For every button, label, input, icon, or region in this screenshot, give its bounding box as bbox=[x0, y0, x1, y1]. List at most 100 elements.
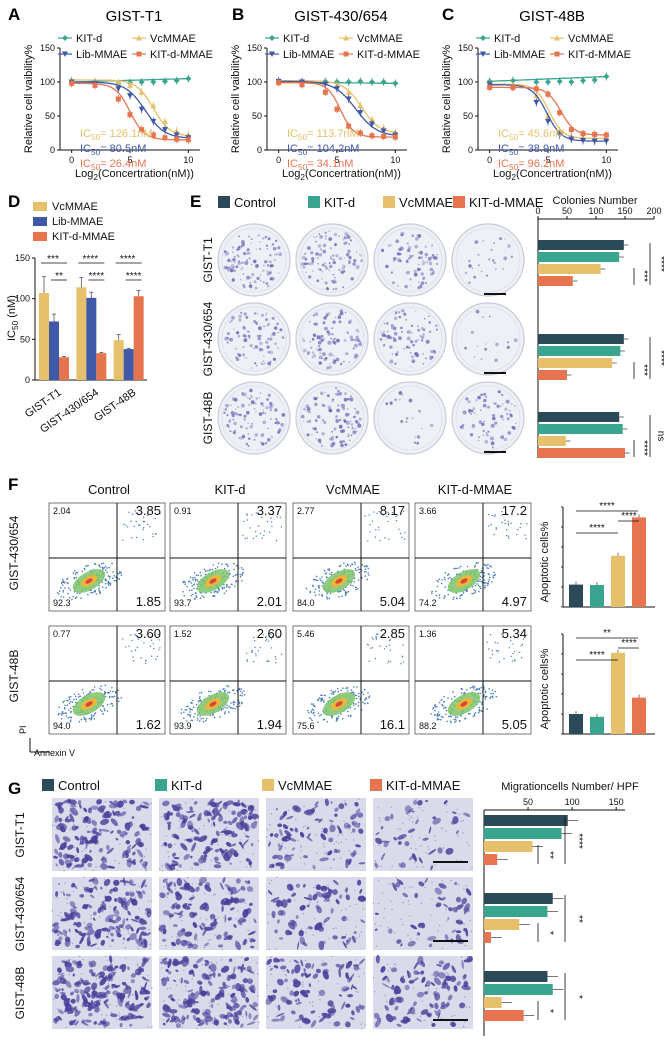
event-dot bbox=[489, 565, 491, 567]
migrated-cell bbox=[121, 981, 127, 986]
event-dot bbox=[221, 587, 224, 590]
event-dot bbox=[200, 700, 202, 702]
legend-label: KIT-d bbox=[76, 33, 102, 45]
colony bbox=[475, 399, 478, 402]
migrated-cell bbox=[161, 977, 167, 987]
membrane-pore bbox=[312, 886, 315, 889]
event-dot bbox=[64, 587, 66, 589]
event-dot bbox=[354, 568, 357, 570]
event-dot bbox=[473, 714, 476, 717]
event-dot bbox=[436, 719, 439, 721]
colony bbox=[254, 345, 259, 349]
colony bbox=[318, 347, 322, 352]
membrane-pore bbox=[77, 947, 80, 949]
colony bbox=[263, 325, 265, 328]
membrane-pore bbox=[327, 898, 329, 901]
membrane-pore bbox=[150, 900, 153, 902]
membrane-pore bbox=[81, 973, 83, 975]
colony bbox=[333, 337, 336, 340]
membrane-pore bbox=[174, 896, 177, 898]
colony bbox=[325, 238, 327, 240]
event-dot bbox=[339, 564, 342, 567]
dish-rim bbox=[299, 385, 365, 451]
migrated-cell bbox=[272, 854, 278, 860]
event-dot bbox=[364, 688, 366, 691]
colony bbox=[432, 272, 435, 275]
colony bbox=[229, 268, 234, 272]
event-dot bbox=[149, 525, 151, 528]
membrane-pore bbox=[136, 963, 139, 965]
membrane-pore bbox=[409, 915, 411, 917]
migrated-cell bbox=[455, 830, 459, 835]
colony bbox=[399, 338, 401, 340]
membrane-pore bbox=[208, 1002, 211, 1004]
event-dot bbox=[364, 515, 366, 517]
event-dot bbox=[476, 688, 479, 691]
data-point bbox=[580, 137, 586, 144]
event-dot bbox=[438, 718, 440, 721]
colony bbox=[271, 316, 275, 320]
membrane-pore bbox=[320, 964, 322, 966]
event-dot bbox=[80, 718, 83, 721]
colony bbox=[313, 427, 317, 431]
event-dot bbox=[154, 517, 157, 520]
migrated-cell bbox=[198, 857, 205, 864]
colony bbox=[332, 322, 334, 324]
event-dot bbox=[213, 590, 216, 593]
event-dot bbox=[434, 704, 437, 706]
membrane-pore bbox=[470, 930, 473, 933]
migrated-cell bbox=[249, 902, 253, 907]
migrated-cell bbox=[373, 1012, 380, 1019]
colony bbox=[242, 394, 244, 397]
event-dot bbox=[354, 708, 356, 710]
membrane-pore bbox=[127, 929, 129, 932]
colony bbox=[243, 312, 247, 316]
migrated-cell bbox=[55, 891, 59, 897]
colony bbox=[325, 266, 329, 270]
event-dot bbox=[77, 693, 80, 695]
event-dot bbox=[106, 571, 108, 573]
colony bbox=[415, 310, 417, 313]
event-dot bbox=[200, 574, 202, 577]
migrated-cell bbox=[249, 938, 255, 943]
membrane-pore bbox=[148, 1001, 150, 1003]
colony bbox=[230, 411, 235, 415]
migrated-cell bbox=[121, 850, 126, 859]
membrane-pore bbox=[164, 914, 166, 916]
legend-label: VcMMAE bbox=[568, 33, 614, 45]
colony bbox=[347, 332, 349, 335]
membrane-pore bbox=[415, 848, 417, 850]
migrated-cell bbox=[463, 903, 471, 913]
membrane-pore bbox=[66, 902, 69, 905]
event-dot bbox=[341, 718, 344, 720]
colony bbox=[398, 311, 401, 314]
migrated-cell bbox=[127, 910, 131, 916]
data-point bbox=[380, 128, 387, 134]
event-dot bbox=[434, 706, 437, 708]
migrated-cell bbox=[134, 990, 139, 1000]
event-dot bbox=[241, 572, 244, 575]
membrane-pore bbox=[237, 852, 239, 854]
colony bbox=[420, 272, 424, 276]
event-dot bbox=[314, 705, 316, 708]
membrane-pore bbox=[269, 965, 271, 967]
migrated-cell bbox=[416, 1018, 422, 1022]
colony bbox=[417, 339, 419, 341]
migrated-cell bbox=[357, 895, 367, 902]
migrated-cell bbox=[163, 960, 168, 965]
colony bbox=[238, 437, 241, 439]
colony bbox=[407, 257, 411, 260]
membrane-pore bbox=[103, 879, 106, 881]
membrane-pore bbox=[148, 827, 151, 829]
membrane-pore bbox=[158, 868, 161, 870]
colony bbox=[318, 267, 321, 271]
membrane-pore bbox=[354, 969, 357, 971]
migrated-cell bbox=[76, 846, 80, 854]
membrane-pore bbox=[287, 838, 289, 840]
event-dot bbox=[198, 697, 201, 700]
membrane-pore bbox=[61, 979, 64, 982]
membrane-pore bbox=[96, 804, 99, 807]
event-dot bbox=[67, 700, 69, 702]
membrane-pore bbox=[466, 841, 468, 844]
membrane-pore bbox=[151, 987, 153, 989]
